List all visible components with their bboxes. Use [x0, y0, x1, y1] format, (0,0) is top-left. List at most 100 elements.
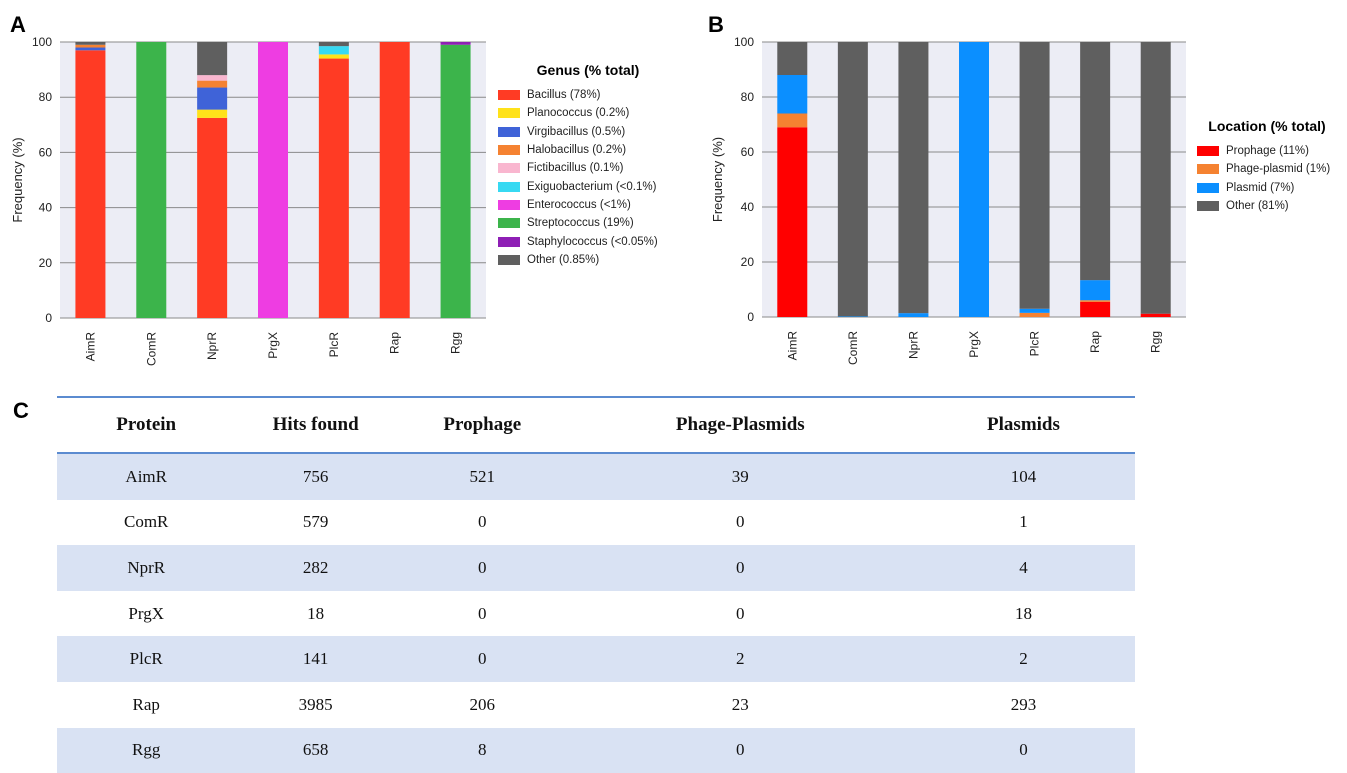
y-tick-label: 80 [741, 90, 755, 104]
bar-segment-rap-other [1080, 42, 1111, 281]
table-cell-hits-found: 282 [235, 545, 396, 591]
table-cell-hits-found: 579 [302, 512, 329, 532]
header-phage-plasmids: Phage-Plasmids [568, 396, 912, 454]
table-cell-hits-found: 658 [235, 727, 396, 773]
x-tick-label: NprR [205, 332, 219, 360]
legend-label: Plasmid (7%) [1226, 181, 1295, 194]
bar-segment-rgg-other [1140, 42, 1171, 314]
bar-segment-aimr-virgibacillus [75, 47, 106, 51]
legend-label: Halobacillus (0.2%) [527, 144, 627, 157]
legend-swatch [1197, 146, 1219, 157]
legend-swatch [498, 181, 520, 192]
bar-segment-aimr-prophage [777, 127, 808, 317]
legend-title: Genus (% total) [536, 62, 640, 78]
bar-segment-aimr-bacillus [75, 50, 106, 318]
bar-segment-aimr-other [777, 42, 808, 75]
x-tick-label: Rgg [1149, 331, 1163, 353]
header-protein: Protein [57, 396, 236, 454]
legend-label: Exiguobacterium (<0.1%) [527, 180, 657, 193]
y-tick-label: 0 [45, 311, 52, 325]
legend-item-prophage: Prophage (11%) [1197, 142, 1337, 160]
table-cell-phage-plasmids: 39 [568, 453, 912, 500]
table-cell-prophage: 8 [395, 727, 569, 773]
legend-item-enterococcus: Enterococcus (<1%) [498, 196, 678, 214]
table-row: AimR 756 521 39 104 [57, 453, 1135, 500]
table-cell-prophage: 0 [478, 512, 487, 532]
bar-segment-aimr-plasmid [777, 75, 808, 114]
bar-segment-rgg-prophage [1140, 313, 1171, 317]
y-tick-label: 60 [39, 145, 53, 159]
x-tick-label: ComR [846, 331, 860, 365]
table-cell-prophage: 206 [469, 694, 496, 714]
y-axis-label: Frequency (%) [10, 137, 25, 222]
legend-swatch [498, 218, 520, 229]
bar-segment-rap-prophage [1080, 301, 1111, 317]
bar-segment-plcr-other [1019, 42, 1050, 309]
bar-segment-nprr-virgibacillus [197, 87, 228, 110]
legend-swatch [498, 163, 520, 174]
legend-item-plasmid: Plasmid (7%) [1197, 179, 1337, 197]
bar-segment-plcr-bacillus [318, 58, 349, 319]
table-cell-hits-found: 18 [307, 603, 325, 623]
legend-swatch [1197, 201, 1219, 212]
chart-location: 0 20 40 60 80 100 AimR ComR NprR PrgX PlcR Rap Rgg Fr… [710, 35, 1186, 365]
legend-location: Location (% total) Prophage (11%) Phage-p… [1197, 118, 1337, 215]
table-cell-plasmids: 18 [1014, 603, 1032, 623]
table-row: NprR 282 0 0 4 [57, 545, 1135, 591]
y-tick-label: 100 [32, 35, 52, 49]
legend-label: Virgibacillus (0.5%) [527, 125, 626, 138]
legend-swatch [1197, 164, 1219, 175]
bar-segment-prgx-plasmid [959, 42, 989, 317]
table-cell-protein: NprR [57, 545, 236, 591]
bar-segment-plcr-phage-plasmid [1019, 312, 1050, 317]
legend-label: Prophage (11%) [1226, 145, 1309, 158]
bar-segment-comr-plasmid [837, 316, 868, 317]
bar-segment-aimr-halobacillus [75, 44, 106, 48]
legend-swatch [498, 236, 520, 247]
y-tick-label: 0 [747, 310, 754, 324]
table-cell-prophage: 0 [478, 603, 487, 623]
table-cell-plasmids: 1 [1019, 512, 1028, 532]
legend-label: Enterococcus (<1%) [527, 198, 631, 211]
y-tick-label: 80 [39, 90, 53, 104]
table-cell-plasmids: 2 [911, 636, 1135, 682]
legend-label: Other (81%) [1226, 200, 1289, 213]
x-tick-label: PrgX [967, 331, 981, 358]
x-tick-label: AimR [785, 331, 799, 361]
table-cell-plasmids: 4 [911, 545, 1135, 591]
table-cell-protein: Rap [132, 694, 160, 714]
legend-item-other: Other (81%) [1197, 197, 1337, 215]
x-tick-label: Rap [388, 332, 402, 354]
legend-item-halobacillus: Halobacillus (0.2%) [498, 141, 678, 159]
table-row: PlcR 141 0 2 2 [57, 636, 1135, 682]
x-tick-label: ComR [144, 332, 158, 366]
y-tick-label: 20 [741, 255, 755, 269]
bar-segment-prgx-enterococcus [258, 42, 288, 318]
legend-item-fictibacillus: Fictibacillus (0.1%) [498, 159, 678, 177]
legend-item-virgibacillus: Virgibacillus (0.5%) [498, 123, 678, 141]
legend-item-planococcus: Planococcus (0.2%) [498, 104, 678, 122]
bar-segment-aimr-phage-plasmid [777, 113, 808, 128]
bar-segment-nprr-fictibacillus [197, 75, 228, 81]
table-cell-phage-plasmids: 0 [568, 727, 912, 773]
bar-segment-rap-phage-plasmid [1080, 300, 1111, 302]
y-tick-label: 40 [39, 201, 53, 215]
legend-label: Other (0.85%) [527, 253, 600, 266]
legend-title: Location (% total) [1208, 118, 1326, 134]
header-hits-found: Hits found [235, 396, 396, 454]
legend-genus: Genus (% total) Bacillus (78%) Planococcu… [498, 62, 678, 269]
legend-item-exiguobacterium: Exiguobacterium (<0.1%) [498, 177, 678, 195]
table-row: Rgg 658 8 0 0 [57, 727, 1135, 773]
header-plasmids: Plasmids [911, 396, 1135, 454]
legend-label: Planococcus (0.2%) [527, 107, 630, 120]
bar-segment-rgg-streptococcus [440, 44, 471, 318]
table-cell-plasmids: 0 [911, 727, 1135, 773]
legend-swatch [498, 254, 520, 265]
panel-label-c: C [13, 398, 29, 423]
y-tick-label: 40 [741, 200, 755, 214]
legend-item-other: Other (0.85%) [498, 251, 678, 269]
table-cell-hits-found: 756 [235, 453, 396, 500]
bar-segment-nprr-plasmid [898, 313, 929, 317]
legend-swatch [498, 126, 520, 137]
bar-segment-rap-bacillus [379, 42, 410, 318]
